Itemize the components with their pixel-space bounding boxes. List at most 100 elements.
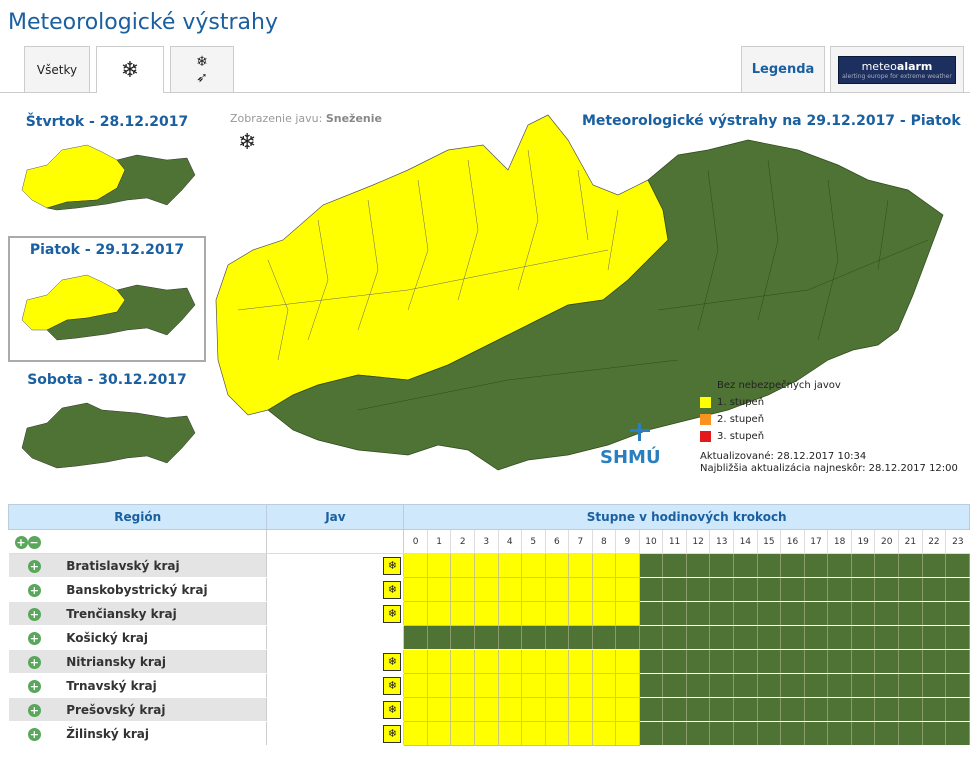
hour-label: 8 (591, 529, 616, 554)
day-thursday[interactable]: Štvrtok - 28.12.2017 (8, 110, 206, 230)
phenomenon-cell: ❄ (266, 673, 405, 698)
hour-level-cell (803, 601, 829, 626)
hour-level-cell (756, 577, 782, 602)
hour-level-cell (780, 697, 805, 722)
expand-icon[interactable]: + (27, 631, 41, 645)
hour-level-cell (473, 577, 499, 602)
hour-level-cell (756, 601, 782, 626)
collapse-all-icon[interactable]: − (27, 535, 41, 549)
hour-level-cell (521, 577, 546, 602)
tab-snow-wind[interactable]: ❄ ➶ (170, 46, 234, 92)
expand-all-icon[interactable]: + (14, 535, 28, 549)
table-row[interactable]: + Bratislavský kraj ❄ (8, 553, 970, 578)
hour-level-cell (521, 697, 546, 722)
hour-label: 3 (473, 529, 498, 554)
hour-level-cell (945, 721, 970, 746)
region-name: Nitriansky kraj (60, 649, 267, 674)
day-friday[interactable]: Piatok - 29.12.2017 (8, 236, 206, 362)
expand-icon[interactable]: + (27, 679, 41, 693)
table-row[interactable]: + Prešovský kraj ❄ (8, 697, 970, 722)
legend-item: 2. stupeň (700, 411, 841, 428)
hour-label: 23 (945, 529, 970, 554)
hour-level-cell (898, 625, 923, 650)
hour-level-cell (733, 553, 758, 578)
tab-legend[interactable]: Legenda (741, 46, 825, 92)
view-info: Zobrazenie javu: Sneženie (230, 112, 382, 125)
hour-label: 2 (450, 529, 475, 554)
hour-level-cell (945, 625, 970, 650)
col-region: Región (7, 504, 268, 530)
slovakia-warning-map[interactable] (208, 110, 953, 482)
day-label: Piatok - 29.12.2017 (29, 242, 185, 258)
day-thumbnail-map (21, 274, 196, 341)
hour-level-cell (850, 625, 876, 650)
hour-level-cell (591, 649, 617, 674)
expand-icon[interactable]: + (27, 559, 41, 573)
hour-label: 4 (497, 529, 522, 554)
hour-label: 15 (756, 529, 781, 554)
day-label: Štvrtok - 28.12.2017 (25, 114, 189, 130)
hour-level-cell (921, 697, 947, 722)
day-saturday[interactable]: Sobota - 30.12.2017 (8, 368, 206, 488)
hour-level-cell (568, 601, 593, 626)
tab-snow[interactable]: ❄ (96, 46, 164, 93)
hour-level-cell (945, 649, 970, 674)
tab-all[interactable]: Všetky (24, 46, 90, 92)
hour-level-cell (662, 601, 687, 626)
hour-level-cell (662, 553, 687, 578)
warnings-table: Región Jav Stupne v hodinových krokoch +… (7, 504, 970, 746)
hour-level-cell (756, 625, 782, 650)
hour-level-cell (638, 673, 664, 698)
table-row[interactable]: + Nitriansky kraj ❄ (8, 649, 970, 674)
hour-level-cell (591, 553, 617, 578)
hour-level-cell (591, 625, 617, 650)
hour-level-cell (921, 553, 947, 578)
hour-level-cell (709, 673, 734, 698)
hour-level-cell (921, 721, 947, 746)
hour-level-cell (756, 649, 782, 674)
hour-level-cell (568, 697, 593, 722)
hour-level-cell (615, 601, 640, 626)
hour-level-cell (638, 649, 664, 674)
meteoalarm-logo: meteoalarm alerting europe for extreme w… (838, 55, 956, 84)
table-row[interactable]: + Trenčiansky kraj ❄ (8, 601, 970, 626)
expand-icon[interactable]: + (27, 703, 41, 717)
legend-item: Bez nebezpečných javov (700, 377, 841, 394)
hour-level-cell (780, 625, 805, 650)
expand-icon[interactable]: + (27, 583, 41, 597)
hour-level-cell (709, 649, 734, 674)
region-name: Žilinský kraj (60, 721, 267, 746)
hour-level-cell (945, 697, 970, 722)
expand-icon[interactable]: + (27, 607, 41, 621)
hour-level-cell (638, 577, 664, 602)
hour-level-cell (733, 577, 758, 602)
tab-all-label: Všetky (36, 62, 78, 77)
hour-level-cell (827, 649, 852, 674)
day-thumbnail-map (21, 402, 196, 469)
table-row[interactable]: + Banskobystrický kraj ❄ (8, 577, 970, 602)
hour-level-cell (615, 649, 640, 674)
snowflake-icon: ❄ (383, 556, 402, 575)
hour-level-cell (544, 697, 570, 722)
hour-level-cell (709, 697, 734, 722)
hour-level-cell (685, 697, 711, 722)
tab-meteoalarm[interactable]: meteoalarm alerting europe for extreme w… (830, 46, 964, 92)
hour-level-cell (803, 577, 829, 602)
hour-level-cell (426, 649, 452, 674)
hour-level-cell (850, 649, 876, 674)
table-row[interactable]: + Trnavský kraj ❄ (8, 673, 970, 698)
hour-level-cell (473, 625, 499, 650)
snowflake-icon: ❄ (238, 130, 257, 155)
hour-label: 19 (850, 529, 875, 554)
snowflake-icon: ❄ (383, 700, 402, 719)
table-row[interactable]: + Žilinský kraj ❄ (8, 721, 970, 746)
hour-level-cell (473, 673, 499, 698)
hour-level-cell (521, 601, 546, 626)
hour-level-cell (450, 577, 475, 602)
expand-collapse-all[interactable]: + − (8, 529, 61, 554)
hour-level-cell (709, 601, 734, 626)
expand-icon[interactable]: + (27, 727, 41, 741)
expand-icon[interactable]: + (27, 655, 41, 669)
table-row[interactable]: + Košický kraj (8, 625, 970, 650)
hour-level-cell (426, 697, 452, 722)
